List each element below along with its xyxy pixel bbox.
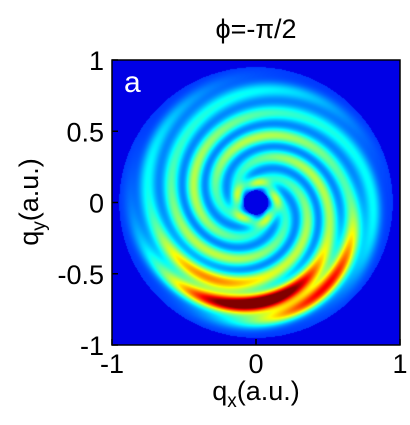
y-tick-label: 1 (89, 46, 104, 76)
y-axis-label-sub: y (29, 221, 50, 231)
y-axis-ticks: 1 0.5 0 -0.5 -1 (57, 46, 118, 361)
x-axis-label: qx(a.u.) (212, 376, 300, 412)
y-axis-label-unit: (a.u.) (14, 158, 44, 221)
y-tick-label: -1 (80, 331, 104, 361)
plot-area: a (111, 59, 401, 346)
panel-label: a (124, 66, 141, 99)
y-axis-label: qy(a.u.) (14, 158, 50, 246)
y-tick-label: 0 (89, 189, 104, 219)
x-axis-label-sub: x (227, 391, 237, 412)
y-axis-label-main: q (14, 231, 44, 246)
x-axis-label-main: q (212, 376, 227, 406)
x-axis-label-unit: (a.u.) (237, 376, 300, 406)
x-tick-label: 0 (248, 349, 263, 379)
y-tick-label: -0.5 (57, 260, 104, 290)
x-tick-label: -1 (100, 349, 124, 379)
x-tick-label: 1 (392, 349, 407, 379)
x-axis-ticks: -1 0 1 (100, 339, 408, 379)
chart-title: ϕ=-π/2 (215, 14, 296, 44)
y-tick-label: 0.5 (66, 117, 104, 147)
